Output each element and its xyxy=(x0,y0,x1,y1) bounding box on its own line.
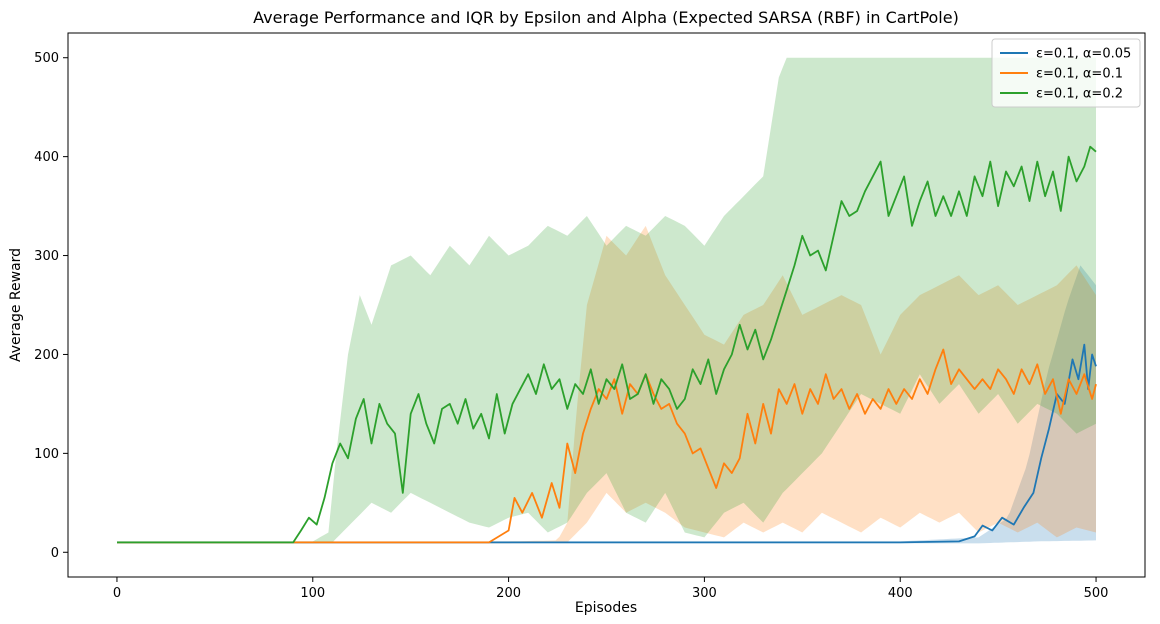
y-tick-label: 300 xyxy=(34,249,59,264)
y-tick-label: 200 xyxy=(34,348,59,363)
x-axis-label: Episodes xyxy=(575,600,637,616)
series-line-1 xyxy=(117,343,1097,544)
x-tick-label: 200 xyxy=(496,586,521,601)
iqr-band-2 xyxy=(117,225,1096,544)
x-tick-label: 100 xyxy=(300,586,325,601)
y-tick-label: 500 xyxy=(34,51,59,66)
legend-box xyxy=(991,38,1141,108)
iqr-band-3 xyxy=(117,57,1096,544)
legend: ε=0.1, α=0.05 ε=0.1, α=0.1 ε=0.1, α=0.2 xyxy=(991,38,1141,108)
legend-label-1: ε=0.1, α=0.05 xyxy=(1036,47,1131,62)
legend-label-3: ε=0.1, α=0.2 xyxy=(1036,87,1123,102)
y-axis-label: Average Reward xyxy=(8,248,24,362)
x-tick-label: 400 xyxy=(888,586,913,601)
x-tick-label: 500 xyxy=(1084,586,1109,601)
y-tick-label: 100 xyxy=(34,447,59,462)
legend-label-2: ε=0.1, α=0.1 xyxy=(1036,67,1123,82)
y-tick-label: 400 xyxy=(34,150,59,165)
chart-title: Average Performance and IQR by Epsilon a… xyxy=(253,8,959,27)
x-tick-label: 0 xyxy=(113,586,121,601)
plot-area xyxy=(117,57,1097,544)
x-tick-label: 300 xyxy=(692,586,717,601)
axes-frame xyxy=(67,32,1146,578)
series-line-2 xyxy=(117,348,1097,544)
series-line-3 xyxy=(117,145,1097,544)
axes: 0 100 200 300 400 500 0 100 200 300 400 500 xyxy=(34,32,1146,601)
y-tick-label: 0 xyxy=(51,546,59,561)
